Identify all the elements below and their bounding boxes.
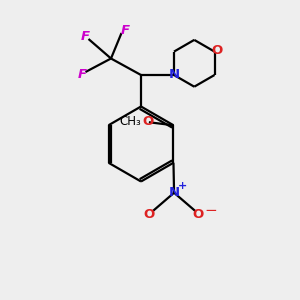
Text: −: − <box>204 203 217 218</box>
Text: N: N <box>169 68 180 81</box>
Text: O: O <box>211 44 223 58</box>
Text: O: O <box>143 115 154 128</box>
Text: F: F <box>77 68 86 81</box>
Text: +: + <box>178 181 187 191</box>
Text: CH₃: CH₃ <box>119 115 141 128</box>
Text: F: F <box>80 30 89 44</box>
Text: F: F <box>121 23 130 37</box>
Text: O: O <box>144 208 155 221</box>
Text: O: O <box>193 208 204 221</box>
Text: N: N <box>169 186 180 199</box>
